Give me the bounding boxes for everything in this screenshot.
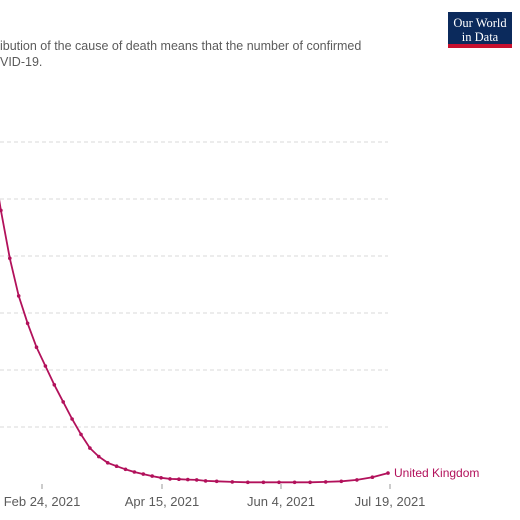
data-point[interactable]	[16, 294, 21, 298]
gridlines	[0, 141, 388, 428]
x-tick-label: Apr 15, 2021	[125, 494, 199, 509]
subtitle-line-1: ibution of the cause of death means that…	[0, 39, 362, 53]
data-point[interactable]	[230, 480, 235, 484]
logo-line-1: Our World	[453, 16, 507, 30]
data-point[interactable]	[292, 480, 297, 485]
subtitle-line-2: VID-19.	[0, 55, 43, 69]
data-point[interactable]	[8, 256, 12, 261]
data-point[interactable]	[70, 417, 74, 421]
data-point[interactable]	[186, 477, 190, 482]
x-tick-label: Jun 4, 2021	[247, 494, 315, 509]
data-point[interactable]	[339, 479, 344, 484]
data-point[interactable]	[194, 478, 199, 482]
data-point[interactable]	[105, 461, 110, 465]
data-point[interactable]	[97, 454, 101, 459]
data-point[interactable]	[308, 480, 312, 485]
data-point[interactable]	[323, 480, 328, 484]
data-point[interactable]	[61, 400, 65, 404]
plot-area: United Kingdom	[0, 199, 479, 485]
data-point[interactable]	[370, 475, 375, 480]
data-point[interactable]	[34, 345, 39, 350]
data-point[interactable]	[0, 208, 3, 213]
x-axis: Feb 24, 2021 Apr 15, 2021 Jun 4, 2021 Jul 1…	[4, 484, 426, 509]
data-point[interactable]	[214, 479, 219, 484]
data-point[interactable]	[141, 472, 146, 476]
data-point[interactable]	[261, 480, 266, 485]
chart-subtitle: ibution of the cause of death means that…	[0, 38, 420, 70]
data-point[interactable]	[88, 446, 92, 450]
data-point[interactable]	[123, 467, 128, 472]
logo-line-2: in Data	[461, 30, 499, 44]
data-point[interactable]	[246, 480, 250, 485]
data-point[interactable]	[150, 474, 154, 478]
data-point[interactable]	[168, 477, 172, 481]
data-point[interactable]	[177, 477, 181, 482]
x-tick-label: Jul 19, 2021	[355, 494, 426, 509]
data-point[interactable]	[132, 470, 137, 474]
data-point[interactable]	[355, 478, 359, 482]
our-world-in-data-logo[interactable]: Our World in Data	[448, 12, 512, 48]
data-point[interactable]	[159, 476, 163, 480]
series-label-united-kingdom: United Kingdom	[394, 466, 479, 480]
data-point[interactable]	[203, 479, 208, 483]
data-point[interactable]	[114, 464, 119, 469]
data-point[interactable]	[52, 383, 57, 387]
data-point[interactable]	[386, 471, 390, 475]
data-point[interactable]	[43, 364, 48, 368]
x-tick-label: Feb 24, 2021	[4, 494, 81, 509]
data-point[interactable]	[25, 321, 30, 326]
data-point[interactable]	[277, 480, 281, 485]
data-point[interactable]	[79, 432, 83, 437]
series-line-united-kingdom	[0, 199, 389, 484]
